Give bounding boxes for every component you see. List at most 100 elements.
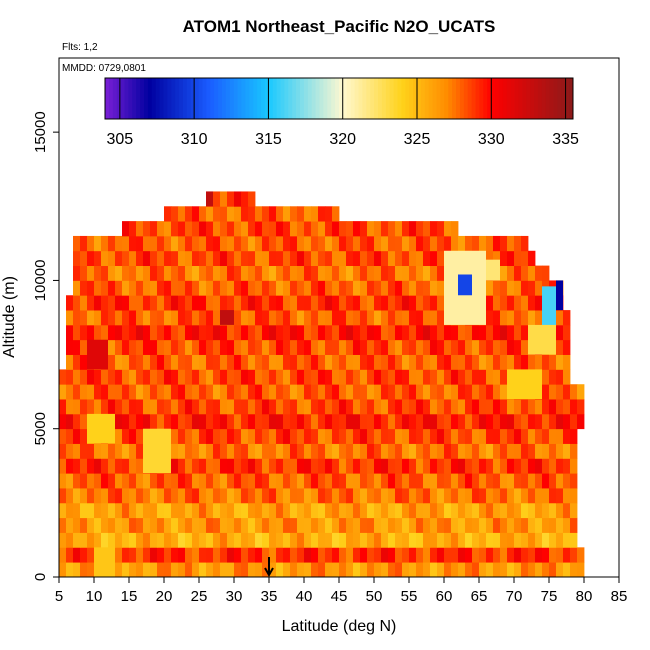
heatmap-cell (542, 413, 550, 430)
heatmap-cell (430, 235, 438, 252)
heatmap-cell (325, 473, 333, 489)
heatmap-cell (227, 532, 235, 548)
heatmap-cell (528, 517, 536, 533)
colorbar-segment (537, 78, 543, 119)
heatmap-cell (521, 235, 529, 252)
heatmap-cell (451, 488, 459, 504)
heatmap-cell (297, 206, 305, 222)
heatmap-cell (416, 428, 424, 444)
heatmap-cell (409, 547, 417, 563)
heatmap-cell (157, 265, 165, 281)
heatmap-cell (451, 221, 459, 237)
heatmap-cell (248, 295, 256, 311)
colorbar-segment (339, 78, 344, 119)
heatmap-cell (444, 235, 452, 252)
colorbar-segment (514, 78, 519, 119)
colorbar-segment (183, 78, 188, 119)
heatmap-cell (241, 428, 249, 444)
heatmap-cell (451, 384, 459, 400)
heatmap-cell (213, 384, 221, 400)
heatmap-cell (563, 547, 571, 563)
marker-head (264, 567, 274, 578)
heatmap-cell (248, 488, 256, 504)
heatmap-cell (241, 547, 249, 563)
heatmap-cell (199, 458, 207, 474)
heatmap-cell (171, 310, 179, 326)
heatmap-cell (479, 502, 487, 519)
heatmap-cell (339, 324, 347, 341)
heatmap-cell (171, 399, 179, 415)
heatmap-cell (143, 250, 151, 266)
heatmap-cell (318, 265, 326, 281)
heatmap-cell (157, 399, 165, 415)
heatmap-cell (493, 310, 501, 326)
heatmap-cell (423, 384, 431, 400)
heatmap-cell (437, 473, 445, 489)
x-tick-label: 45 (331, 588, 348, 605)
heatmap-cell (157, 280, 165, 296)
heatmap-cell (423, 295, 431, 311)
heatmap-cell (486, 339, 494, 355)
heatmap-cell (563, 384, 571, 400)
heatmap-cell (206, 547, 214, 563)
heatmap-cell (101, 369, 109, 385)
heatmap-cell (360, 473, 368, 489)
heatmap-cell (381, 221, 389, 237)
heatmap-cell (255, 443, 263, 459)
heatmap-cell (458, 235, 466, 252)
heatmap-cell (535, 458, 543, 474)
heatmap-cell (500, 488, 508, 504)
heatmap-cell (514, 280, 522, 296)
heatmap-cell (206, 310, 214, 326)
heatmap-cell (416, 384, 424, 400)
heatmap-cell (87, 265, 95, 281)
heatmap-cell (311, 399, 319, 415)
heatmap-cell (395, 250, 403, 266)
heatmap-cell (213, 339, 221, 355)
heatmap-cell (549, 473, 557, 489)
heatmap-cell (493, 384, 501, 400)
heatmap-cell (262, 354, 270, 370)
heatmap-cell (213, 310, 221, 326)
heatmap-cell (339, 354, 347, 370)
heatmap-cell (535, 562, 543, 578)
heatmap-cell (108, 532, 116, 548)
heatmap-cell (311, 310, 319, 326)
heatmap-cell (493, 250, 501, 266)
heatmap-cell (136, 384, 144, 400)
heatmap-cell (157, 517, 165, 533)
heatmap-cell (437, 413, 445, 430)
heatmap-cell (297, 280, 305, 296)
heatmap-cell (178, 295, 186, 311)
heatmap-cell (346, 384, 354, 400)
heatmap-cell (556, 517, 564, 533)
heatmap-cell (87, 399, 95, 415)
heatmap-cell (255, 369, 263, 385)
heatmap-cell (171, 547, 179, 563)
heatmap-cell (143, 221, 151, 237)
heatmap-cell (220, 488, 228, 504)
heatmap-cell (234, 413, 242, 430)
heatmap-cell (437, 517, 445, 533)
heatmap-cell (318, 517, 326, 533)
heatmap-cell (486, 280, 494, 296)
colorbar-segment (569, 78, 574, 119)
heatmap-cell (381, 547, 389, 563)
heatmap-cell (577, 562, 585, 578)
heatmap-cell (234, 384, 242, 400)
heatmap-cell (73, 458, 81, 474)
heatmap-cell (493, 354, 501, 370)
heatmap-cell (423, 369, 431, 385)
colorbar-segment (463, 78, 469, 119)
heatmap-cell (129, 324, 137, 341)
heatmap-cell (444, 443, 452, 459)
heatmap-cell (143, 473, 151, 489)
colorbar-segment (284, 78, 289, 119)
heatmap-cell (500, 413, 508, 430)
heatmap-cell (521, 280, 529, 296)
heatmap-cell (304, 369, 312, 385)
heatmap-cell (535, 488, 543, 504)
heatmap-cell (339, 413, 347, 430)
heatmap-cell (136, 458, 144, 474)
heatmap-cell (108, 339, 116, 355)
